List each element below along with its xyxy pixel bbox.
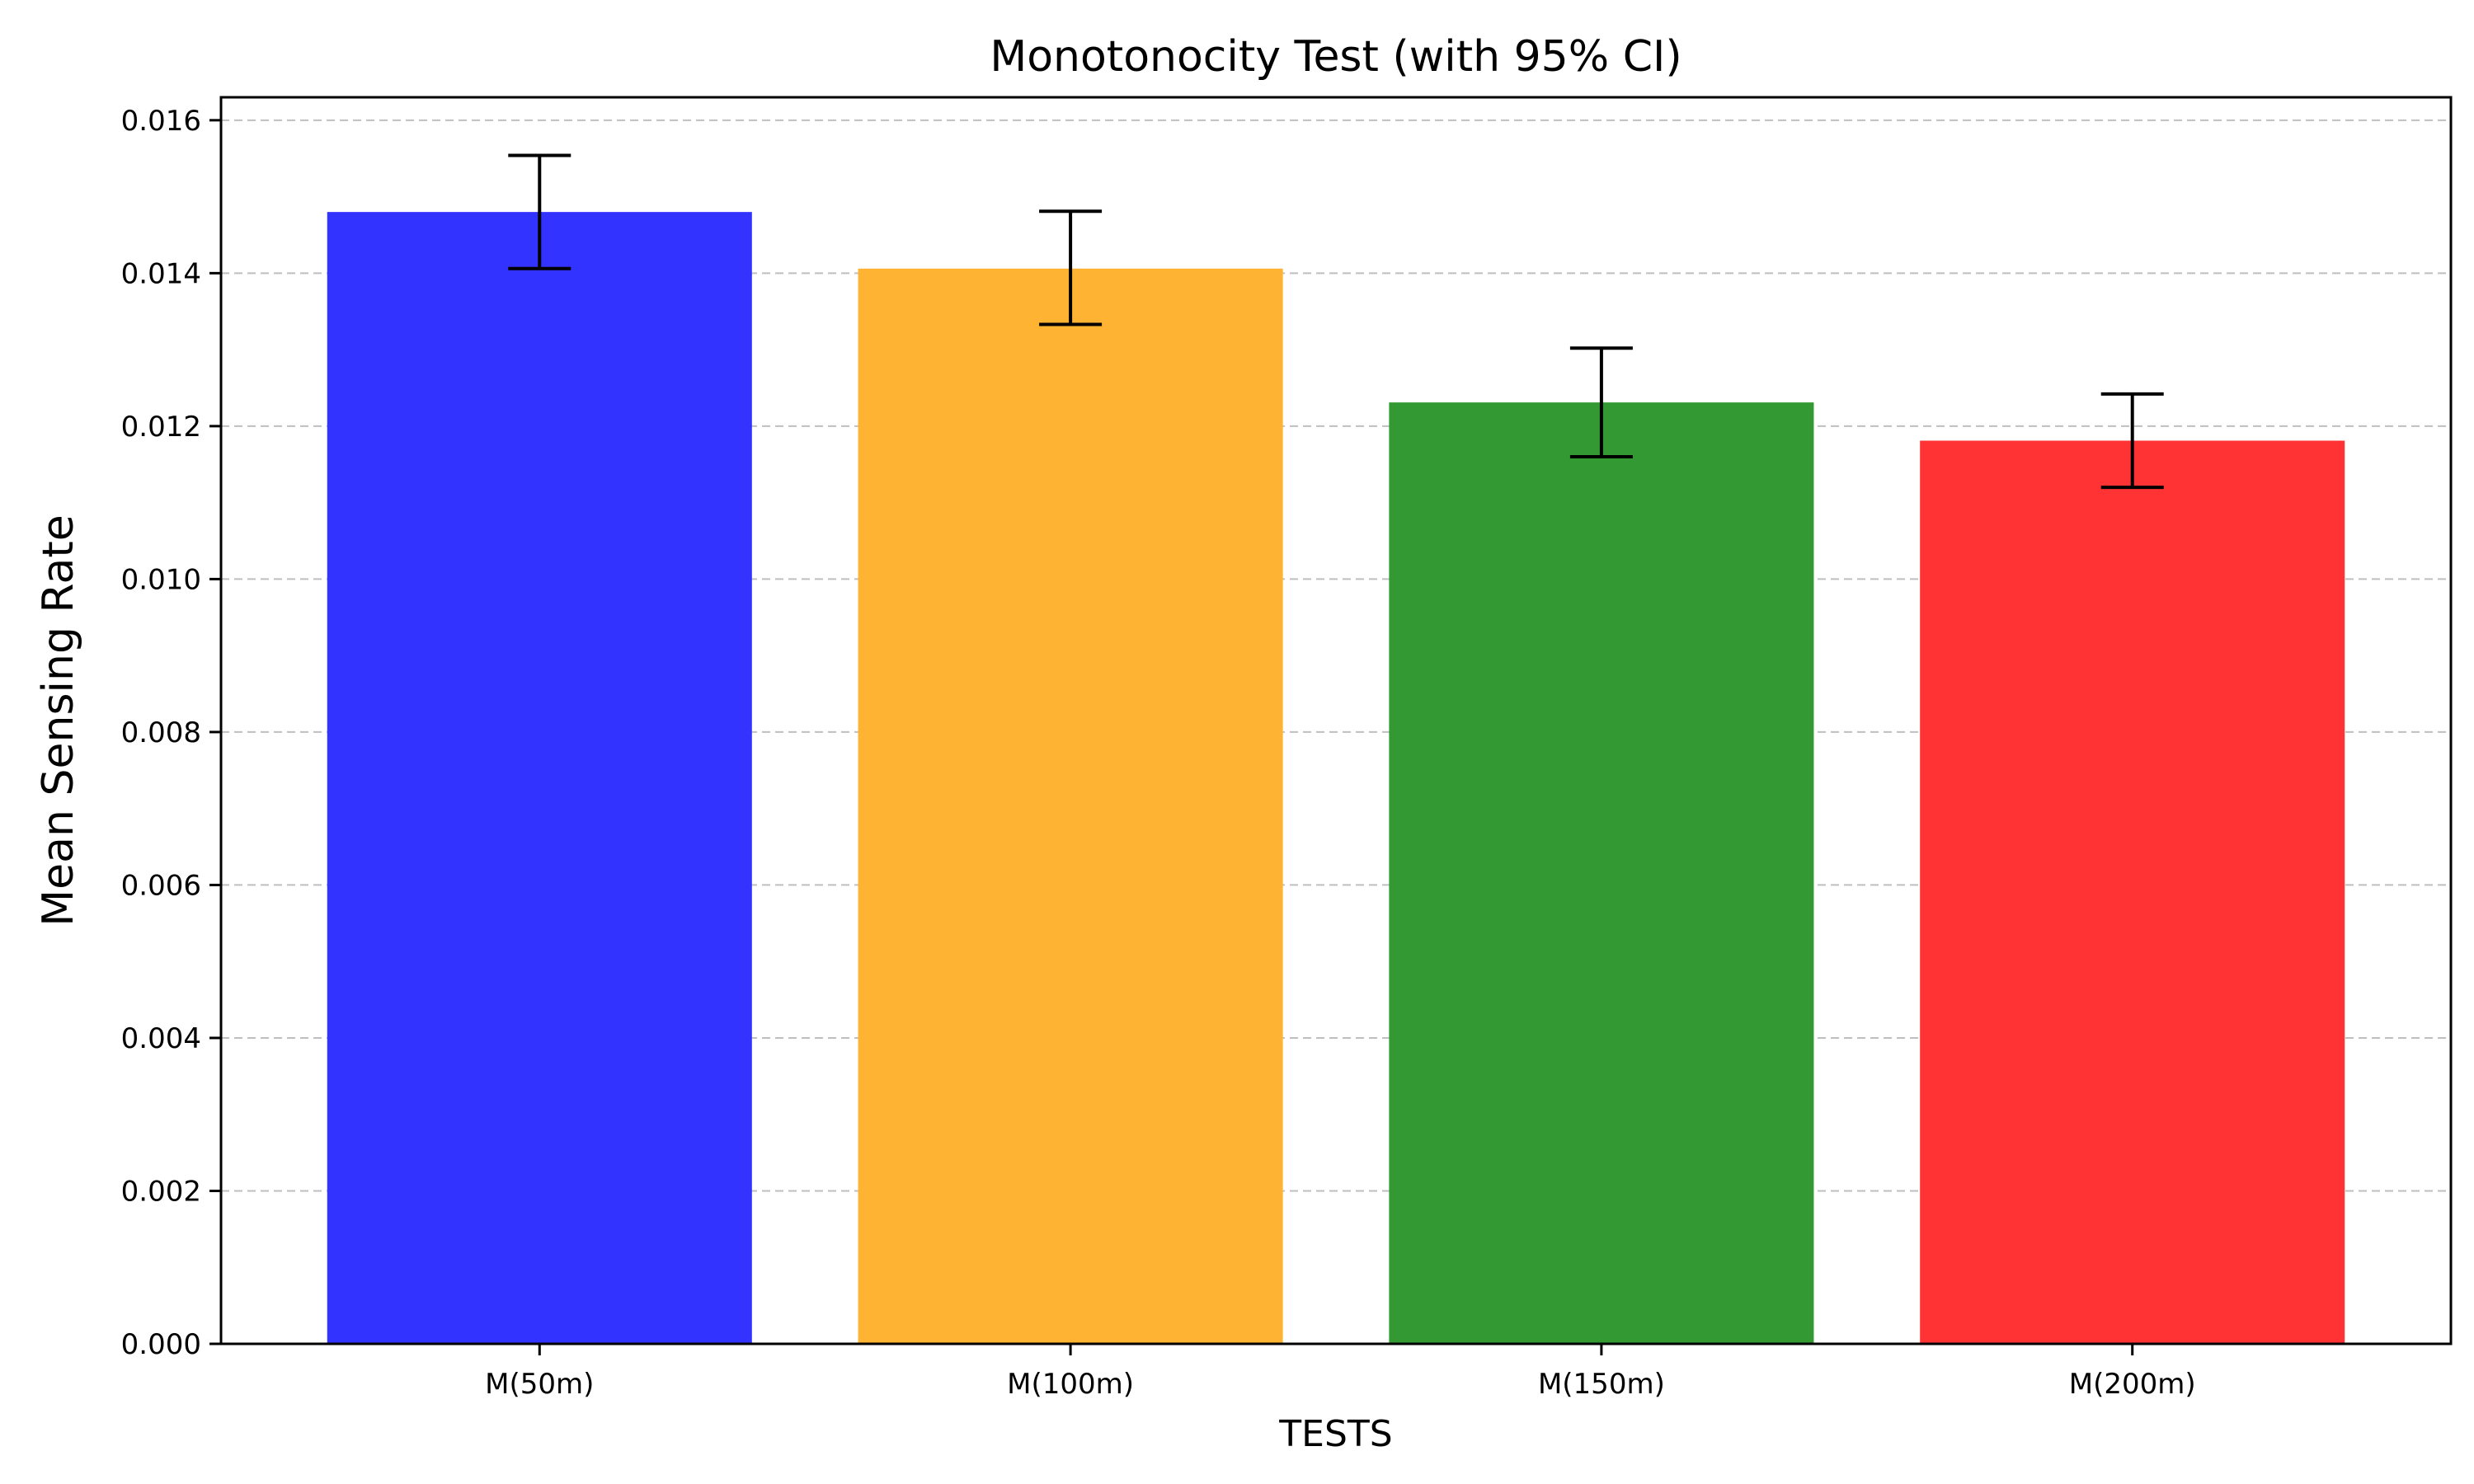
x-axis-label: TESTS bbox=[1278, 1413, 1392, 1455]
chart-title: Monotonocity Test (with 95% CI) bbox=[990, 32, 1681, 82]
bars bbox=[327, 212, 2345, 1344]
y-tick-label: 0.008 bbox=[121, 716, 201, 749]
bar bbox=[1920, 440, 2345, 1344]
plot-frame bbox=[219, 96, 2453, 1345]
error-bars bbox=[508, 153, 2164, 490]
y-tick-label: 0.010 bbox=[121, 563, 201, 596]
x-tick-label: M(150m) bbox=[1538, 1368, 1665, 1401]
bar bbox=[327, 212, 752, 1344]
x-tick-label: M(200m) bbox=[2069, 1368, 2196, 1401]
y-axis-label: Mean Sensing Rate bbox=[34, 514, 83, 926]
y-tick-label: 0.000 bbox=[121, 1328, 201, 1361]
y-tick-label: 0.002 bbox=[121, 1175, 201, 1208]
bar bbox=[858, 268, 1283, 1344]
x-tick-label: M(100m) bbox=[1007, 1368, 1134, 1401]
y-tick-label: 0.016 bbox=[121, 105, 201, 138]
x-axis-ticks: M(50m) M(100m) M(150m) M(200m) bbox=[485, 1344, 2196, 1401]
y-tick-label: 0.014 bbox=[121, 257, 201, 290]
y-tick-label: 0.012 bbox=[121, 411, 201, 444]
bar bbox=[1389, 402, 1814, 1344]
y-tick-label: 0.006 bbox=[121, 869, 201, 902]
x-tick-label: M(50m) bbox=[485, 1368, 594, 1401]
y-axis-ticks: 0.000 0.002 0.004 0.006 0.008 0.010 0.012 0.014… bbox=[121, 105, 221, 1361]
y-tick-label: 0.004 bbox=[121, 1022, 201, 1055]
